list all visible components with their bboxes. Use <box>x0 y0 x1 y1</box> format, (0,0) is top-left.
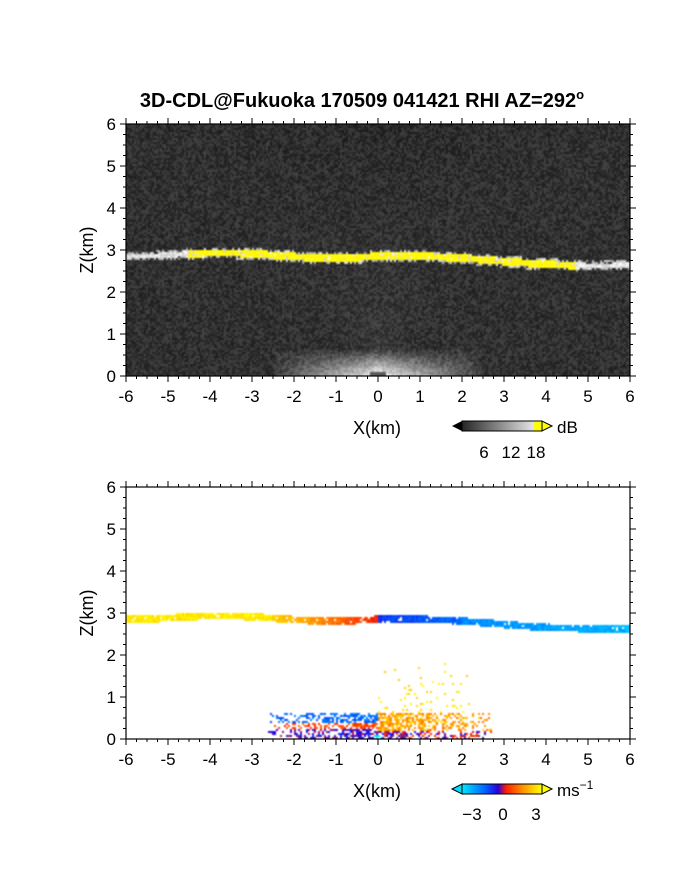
velocity-colorbar-unit: ms−1 <box>557 778 594 800</box>
velocity-colorbar-gradient <box>462 784 542 794</box>
x-tick-label: 3 <box>499 387 508 406</box>
y-tick-label: 6 <box>107 115 116 134</box>
x-tick-label: -5 <box>160 387 175 406</box>
x-tick-label: -5 <box>160 750 175 769</box>
intensity-colorbar-unit: dB <box>557 418 578 437</box>
colorbar-max-arrow <box>541 783 554 795</box>
colorbar-tick-label: 6 <box>479 443 488 462</box>
x-tick-label: -1 <box>328 750 343 769</box>
y-tick-label: 4 <box>107 562 116 581</box>
intensity-colorbar: dB 6 12 18 <box>452 418 578 462</box>
y-tick-label: 5 <box>107 157 116 176</box>
y-tick-label: 3 <box>107 241 116 260</box>
x-tick-label: 6 <box>625 750 634 769</box>
y-tick-label: 1 <box>107 325 116 344</box>
x-tick-label: 5 <box>583 750 592 769</box>
colorbar-tick-label: −3 <box>462 805 481 824</box>
x-tick-label: -2 <box>286 387 301 406</box>
x-tick-label: -1 <box>328 387 343 406</box>
chart-title: 3D-CDL@Fukuoka 170509 041421 RHI AZ=292o <box>140 87 584 112</box>
x-tick-label: 4 <box>541 387 550 406</box>
x-tick-label: 1 <box>415 750 424 769</box>
colorbar-min-arrow <box>450 783 463 795</box>
x-tick-label: -3 <box>244 750 259 769</box>
x-tick-label: 2 <box>457 387 466 406</box>
intensity-heatmap <box>126 124 630 376</box>
x-tick-label: -4 <box>202 750 217 769</box>
x-tick-label: -6 <box>118 387 133 406</box>
colorbar-tick-label: 18 <box>527 443 546 462</box>
x-tick-label: 0 <box>373 387 382 406</box>
velocity-ylabel: Z(km) <box>77 590 97 637</box>
y-tick-label: 4 <box>107 199 116 218</box>
colorbar-tick-label: 0 <box>498 805 507 824</box>
colorbar-min-arrow <box>452 421 462 431</box>
y-tick-label: 6 <box>107 478 116 497</box>
x-tick-label: -4 <box>202 387 217 406</box>
y-tick-label: 2 <box>107 646 116 665</box>
x-tick-label: 3 <box>499 750 508 769</box>
y-tick-label: 3 <box>107 604 116 623</box>
x-tick-label: 1 <box>415 387 424 406</box>
velocity-axes: -6 -5 -4 -3 -2 -1 0 1 2 3 4 5 6 0 1 2 3 4 5 6 <box>107 478 636 769</box>
colorbar-max-arrow <box>541 420 554 432</box>
velocity-colorbar: ms−1 −3 0 3 <box>450 778 594 824</box>
x-tick-label: 2 <box>457 750 466 769</box>
intensity-axes: -6 -5 -4 -3 -2 -1 0 1 2 3 4 5 6 0 1 2 3 4 5 6 <box>107 115 636 406</box>
colorbar-tick-label: 12 <box>502 443 521 462</box>
colorbar-frame <box>461 420 543 432</box>
x-tick-label: 6 <box>625 387 634 406</box>
y-tick-label: 5 <box>107 520 116 539</box>
y-tick-label: 2 <box>107 283 116 302</box>
y-tick-label: 1 <box>107 688 116 707</box>
x-tick-label: 5 <box>583 387 592 406</box>
intensity-xlabel: X(km) <box>353 418 401 438</box>
x-tick-label: 0 <box>373 750 382 769</box>
x-tick-label: -6 <box>118 750 133 769</box>
x-tick-label: -2 <box>286 750 301 769</box>
intensity-ylabel: Z(km) <box>77 227 97 274</box>
y-tick-label: 0 <box>107 730 116 749</box>
velocity-heatmap <box>126 487 630 739</box>
x-tick-label: -3 <box>244 387 259 406</box>
y-tick-label: 0 <box>107 367 116 386</box>
velocity-panel: -6 -5 -4 -3 -2 -1 0 1 2 3 4 5 6 0 1 2 3 4 5 6 Z(km) X(km) m… <box>77 478 636 824</box>
intensity-colorbar-gradient <box>462 421 542 431</box>
colorbar-tick-label: 3 <box>531 805 540 824</box>
colorbar-frame <box>461 783 543 795</box>
x-tick-label: 4 <box>541 750 550 769</box>
velocity-xlabel: X(km) <box>353 781 401 801</box>
